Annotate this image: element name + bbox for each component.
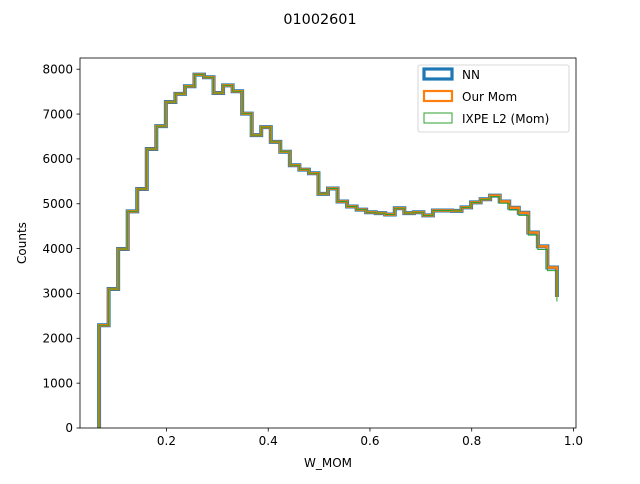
y-tick-label: 0 [65, 421, 73, 435]
legend-items: NN Our Mom IXPE L2 (Mom) [422, 67, 549, 126]
axes-frame [79, 57, 577, 429]
legend-label-1: Our Mom [462, 90, 517, 104]
legend: NN Our Mom IXPE L2 (Mom) [417, 64, 570, 133]
legend-swatch-1 [422, 89, 454, 103]
y-tick-label: 8000 [42, 62, 73, 76]
legend-label-0: NN [462, 68, 480, 82]
legend-swatch-2 [423, 112, 453, 124]
x-tick-label: 0.8 [462, 434, 481, 448]
x-tick-label: 1.0 [564, 434, 583, 448]
legend-label-2: IXPE L2 (Mom) [462, 112, 549, 126]
x-tick-label: 0.2 [157, 434, 176, 448]
legend-swatch-0 [422, 67, 454, 81]
y-tick-label: 7000 [42, 107, 73, 121]
series-2-step-line [98, 74, 558, 428]
y-tick-label: 3000 [42, 287, 73, 301]
series-layer [97, 72, 559, 428]
y-axis: 0 1000 2000 3000 4000 5000 6000 7000 8000 [42, 62, 80, 435]
plot-area [79, 57, 577, 429]
y-tick-label: 1000 [42, 376, 73, 390]
chart-title: 01002601 [283, 12, 356, 28]
y-tick-label: 4000 [42, 242, 73, 256]
x-axis-label: W_MOM [304, 456, 352, 470]
y-tick-label: 2000 [42, 332, 73, 346]
x-tick-label: 0.6 [360, 434, 379, 448]
legend-box [417, 64, 570, 133]
y-tick-label: 5000 [42, 197, 73, 211]
y-tick-label: 6000 [42, 152, 73, 166]
x-tick-label: 0.4 [259, 434, 278, 448]
x-axis: 0.2 0.4 0.6 0.8 1.0 [157, 428, 583, 448]
y-axis-label: Counts [15, 222, 29, 264]
